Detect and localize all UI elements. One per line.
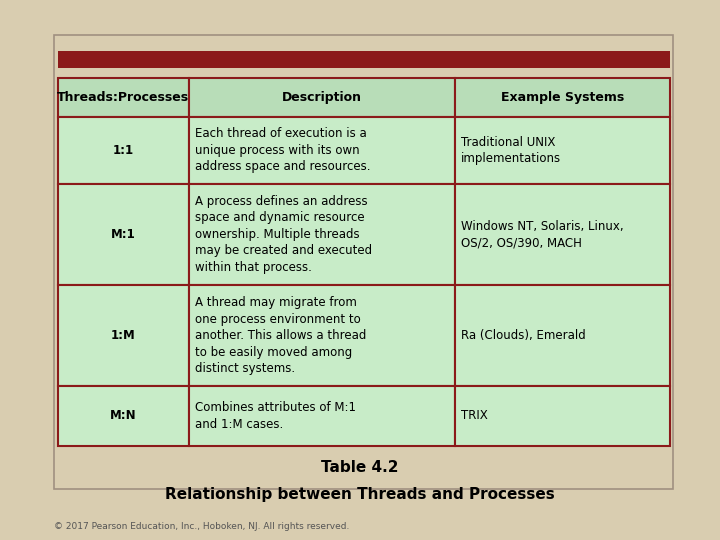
Bar <box>456 285 670 386</box>
Text: 1:1: 1:1 <box>113 144 134 157</box>
Bar <box>456 117 670 184</box>
Bar <box>456 184 670 285</box>
Text: Windows NT, Solaris, Linux,
OS/2, OS/390, MACH: Windows NT, Solaris, Linux, OS/2, OS/390… <box>462 220 624 249</box>
Text: Traditional UNIX
implementations: Traditional UNIX implementations <box>462 136 562 165</box>
Bar <box>58 117 189 184</box>
Text: Table 4.2: Table 4.2 <box>321 460 399 475</box>
Bar <box>58 184 189 285</box>
Text: M:N: M:N <box>110 409 137 422</box>
Text: Combines attributes of M:1
and 1:M cases.: Combines attributes of M:1 and 1:M cases… <box>195 401 356 430</box>
Bar <box>189 117 456 184</box>
Bar <box>189 184 456 285</box>
Text: Each thread of execution is a
unique process with its own
address space and reso: Each thread of execution is a unique pro… <box>195 127 371 173</box>
Text: M:1: M:1 <box>111 228 136 241</box>
Text: A process defines an address
space and dynamic resource
ownership. Multiple thre: A process defines an address space and d… <box>195 195 372 274</box>
Text: Example Systems: Example Systems <box>501 91 624 104</box>
Bar <box>456 78 670 117</box>
Bar <box>58 51 670 68</box>
Text: TRIX: TRIX <box>462 409 488 422</box>
Text: Relationship between Threads and Processes: Relationship between Threads and Process… <box>165 487 555 502</box>
Bar <box>189 78 456 117</box>
Bar <box>189 386 456 445</box>
Bar <box>58 285 189 386</box>
Text: A thread may migrate from
one process environment to
another. This allows a thre: A thread may migrate from one process en… <box>195 296 366 375</box>
Bar <box>58 78 189 117</box>
Text: © 2017 Pearson Education, Inc., Hoboken, NJ. All rights reserved.: © 2017 Pearson Education, Inc., Hoboken,… <box>54 522 349 531</box>
Text: Description: Description <box>282 91 362 104</box>
Bar <box>54 35 673 489</box>
Bar <box>58 386 189 445</box>
Bar <box>456 386 670 445</box>
Text: 1:M: 1:M <box>111 329 136 342</box>
Text: Threads:Processes: Threads:Processes <box>58 91 189 104</box>
Text: Ra (Clouds), Emerald: Ra (Clouds), Emerald <box>462 329 586 342</box>
Bar <box>189 285 456 386</box>
